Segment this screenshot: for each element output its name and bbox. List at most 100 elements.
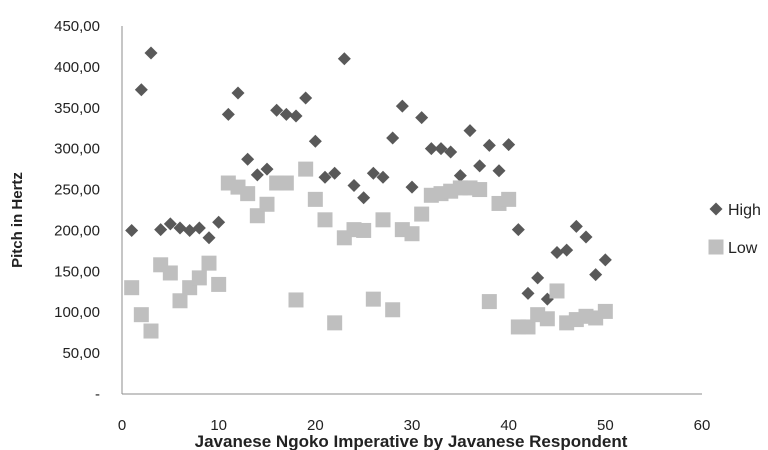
data-point-low xyxy=(211,276,227,292)
series-low xyxy=(124,161,613,339)
data-point-low xyxy=(365,291,381,307)
x-tick-label: 60 xyxy=(694,417,711,434)
data-point-low xyxy=(124,280,140,296)
y-tick-label: 400,00 xyxy=(54,59,100,76)
y-tick-label: 300,00 xyxy=(54,141,100,158)
data-point-low xyxy=(327,315,343,331)
data-point-low xyxy=(133,307,149,323)
x-tick-label: 40 xyxy=(500,417,517,434)
data-point-high xyxy=(560,243,574,257)
x-axis-label: Javanese Ngoko Imperative by Javanese Re… xyxy=(195,432,628,450)
data-point-high xyxy=(463,124,477,138)
data-point-low xyxy=(249,208,265,224)
data-point-low xyxy=(404,226,420,242)
y-tick-label: 350,00 xyxy=(54,100,100,117)
data-point-low xyxy=(278,175,294,191)
data-point-high xyxy=(589,268,603,282)
data-point-high xyxy=(569,219,583,233)
y-tick-label: 150,00 xyxy=(54,263,100,280)
data-point-low xyxy=(481,294,497,310)
data-point-high xyxy=(279,107,293,121)
data-point-high xyxy=(444,145,458,159)
data-point-high xyxy=(289,109,303,123)
data-point-low xyxy=(501,191,517,207)
data-point-low xyxy=(520,319,536,335)
data-point-low xyxy=(375,212,391,228)
data-point-high xyxy=(405,180,419,194)
data-point-low xyxy=(549,283,565,299)
data-point-high xyxy=(308,134,322,148)
x-tick-label: 10 xyxy=(210,417,227,434)
data-point-high xyxy=(270,103,284,117)
data-point-low xyxy=(539,311,555,327)
data-point-low xyxy=(191,270,207,286)
data-point-high xyxy=(154,223,168,237)
data-point-high xyxy=(241,152,255,166)
data-point-low xyxy=(162,265,178,281)
y-tick-label: 200,00 xyxy=(54,222,100,239)
data-point-high xyxy=(366,166,380,180)
data-point-low xyxy=(307,191,323,207)
legend-marker-diamond xyxy=(709,202,723,216)
data-point-low xyxy=(259,196,275,212)
x-tick-labels: 0 10 20 30 40 50 60 xyxy=(118,417,711,434)
x-tick-label: 30 xyxy=(404,417,421,434)
data-points xyxy=(124,46,613,339)
data-point-high xyxy=(415,111,429,125)
plot-area xyxy=(121,26,702,395)
data-point-high xyxy=(250,168,264,182)
data-point-high xyxy=(492,164,506,178)
data-point-low xyxy=(414,206,430,222)
data-point-high xyxy=(328,166,342,180)
data-point-high xyxy=(299,91,313,105)
data-point-high xyxy=(347,178,361,192)
data-point-low xyxy=(143,323,159,339)
data-point-high xyxy=(579,230,593,244)
x-tick-label: 50 xyxy=(597,417,614,434)
data-point-high xyxy=(453,169,467,183)
data-point-high xyxy=(376,170,390,184)
data-point-low xyxy=(597,303,613,319)
data-point-low xyxy=(172,293,188,309)
data-point-high xyxy=(134,83,148,97)
data-point-high xyxy=(202,231,216,245)
y-tick-label: 100,00 xyxy=(54,304,100,321)
data-point-low xyxy=(385,302,401,318)
data-point-high xyxy=(424,142,438,156)
data-point-high xyxy=(318,170,332,184)
y-tick-label: 450,00 xyxy=(54,18,100,35)
y-tick-label: 250,00 xyxy=(54,182,100,199)
data-point-high xyxy=(231,86,245,100)
data-point-high xyxy=(386,131,400,145)
data-point-high xyxy=(473,159,487,173)
data-point-low xyxy=(317,212,333,228)
data-point-high xyxy=(531,271,545,285)
legend-item-low: Low xyxy=(708,239,758,257)
legend-marker-square xyxy=(708,239,724,255)
data-point-high xyxy=(511,223,525,237)
data-point-high xyxy=(521,286,535,300)
y-axis-label: Pitch in Hertz xyxy=(9,172,26,268)
data-point-high xyxy=(173,221,187,235)
legend-label: High xyxy=(728,202,761,219)
x-tick-label: 0 xyxy=(118,417,126,434)
y-tick-label: 50,00 xyxy=(62,345,100,362)
legend-label: Low xyxy=(728,240,758,257)
data-point-high xyxy=(337,52,351,66)
data-point-high xyxy=(221,107,235,121)
legend-item-high: High xyxy=(709,202,761,219)
data-point-high xyxy=(212,215,226,229)
data-point-high xyxy=(357,191,371,205)
data-point-high xyxy=(482,138,496,152)
data-point-low xyxy=(298,161,314,177)
data-point-low xyxy=(240,186,256,202)
data-point-high xyxy=(163,217,177,231)
data-point-high xyxy=(125,223,139,237)
data-point-high xyxy=(183,223,197,237)
data-point-high xyxy=(502,138,516,152)
data-point-low xyxy=(356,222,372,238)
legend: High Low xyxy=(708,202,761,257)
data-point-high xyxy=(260,162,274,176)
data-point-low xyxy=(472,182,488,198)
